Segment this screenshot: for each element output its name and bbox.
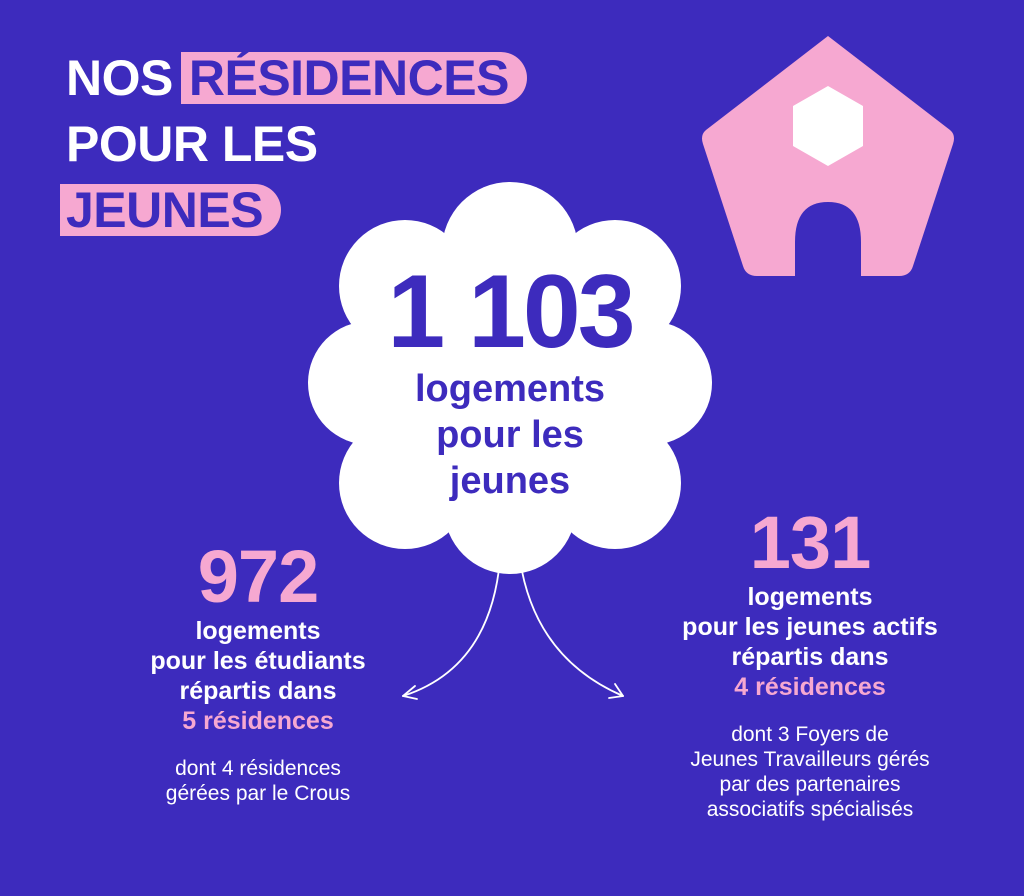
- students-note: dont 4 résidences gérées par le Crous: [88, 756, 428, 806]
- title-highlight-residences: RÉSIDENCES: [180, 52, 527, 104]
- young-workers-line-1: logements: [747, 583, 873, 611]
- young-workers-line-2: pour les jeunes actifs: [682, 613, 938, 641]
- young-workers-number: 131: [749, 501, 871, 584]
- young-workers-note: dont 3 Foyers de Jeunes Travailleurs gér…: [630, 722, 990, 822]
- students-number: 972: [197, 535, 319, 618]
- total-label-line-1: logements: [414, 368, 606, 410]
- total-label-line-2: pour les: [436, 414, 584, 456]
- students-note-line-1: dont 4 résidences: [175, 757, 341, 780]
- split-arrows-icon: [402, 559, 624, 700]
- young-workers-block: 131 logements pour les jeunes actifs rép…: [630, 506, 990, 822]
- title-highlight-jeunes: JEUNES: [60, 184, 282, 236]
- young-workers-note-line-4: associatifs spécialisés: [706, 798, 914, 821]
- students-line-1: logements: [195, 617, 321, 645]
- young-workers-note-line-3: par des partenaires: [719, 773, 901, 796]
- students-residences-count: 5 résidences: [182, 707, 334, 735]
- total-label: logements pour les jeunes: [320, 366, 700, 504]
- students-line-3: répartis dans: [179, 677, 337, 705]
- house-icon: [702, 36, 954, 276]
- young-workers-residences-count: 4 résidences: [734, 673, 886, 701]
- title-line-1: NOS RÉSIDENCES: [66, 48, 527, 108]
- students-line-2: pour les étudiants: [150, 647, 366, 675]
- cloud-shape: [308, 182, 712, 574]
- young-workers-note-line-2: Jeunes Travailleurs gérés: [690, 748, 930, 771]
- total-label-line-3: jeunes: [449, 460, 571, 502]
- young-workers-line-3: répartis dans: [731, 643, 889, 671]
- young-workers-note-line-1: dont 3 Foyers de: [731, 723, 889, 746]
- students-block: 972 logements pour les étudiants réparti…: [88, 540, 428, 806]
- students-note-line-2: gérées par le Crous: [165, 782, 351, 805]
- title-line-3: JEUNES: [60, 180, 282, 240]
- title-word-nos: NOS: [66, 50, 173, 106]
- title-line-2: POUR LES: [66, 116, 318, 172]
- total-number: 1 103: [387, 254, 635, 370]
